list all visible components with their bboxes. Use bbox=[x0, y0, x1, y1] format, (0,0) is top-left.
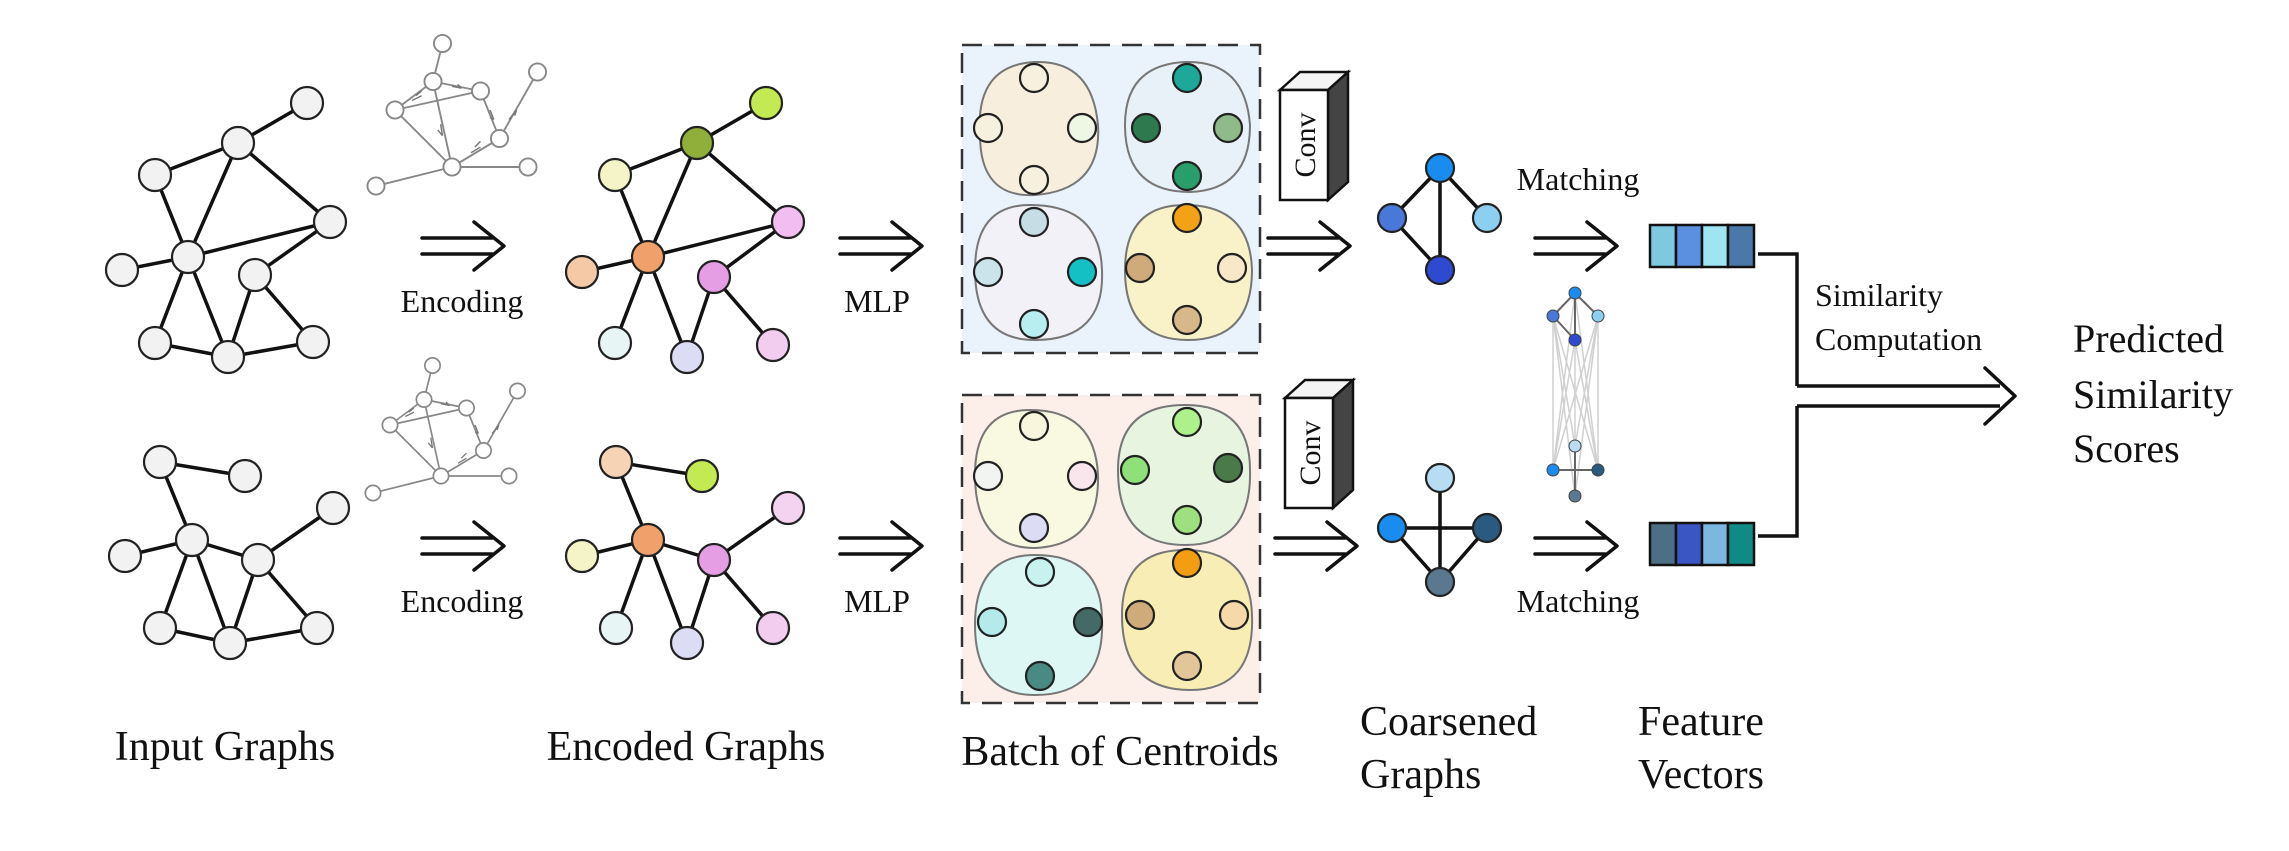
encoding-label-top: Encoding bbox=[401, 283, 524, 319]
centroid-panel-top bbox=[960, 43, 1262, 355]
feature-vector-bottom bbox=[1648, 521, 1756, 567]
graph-node bbox=[289, 85, 325, 121]
encoding-arrow-bottom bbox=[420, 520, 506, 572]
mlp-label-bottom: MLP bbox=[844, 583, 910, 619]
similarity-computation-label-1: Similarity bbox=[1815, 277, 1943, 313]
batch-of-centroids-label: Batch of Centroids bbox=[961, 729, 1278, 775]
conv-block-bottom: Conv bbox=[1281, 377, 1357, 511]
conv-arrow-top bbox=[1266, 220, 1352, 272]
matching-bipartite-illustration bbox=[1546, 286, 1605, 503]
encoding-mini-graph-bottom bbox=[364, 357, 527, 502]
encoded-node bbox=[755, 327, 791, 363]
predicted-label-2: Similarity bbox=[2073, 372, 2233, 417]
encoded-node bbox=[684, 458, 720, 494]
encoded-node bbox=[564, 254, 600, 290]
encoded-node bbox=[755, 610, 791, 646]
encoded-node bbox=[598, 610, 634, 646]
mlp-arrow-bottom bbox=[838, 520, 924, 572]
graph-node bbox=[107, 538, 143, 574]
graph-node bbox=[137, 157, 173, 193]
predicted-label-1: Predicted bbox=[2073, 316, 2224, 361]
predicted-label-3: Scores bbox=[2073, 426, 2180, 471]
encoding-arrow-top bbox=[420, 220, 506, 272]
encoded-node bbox=[630, 522, 666, 558]
feature-vectors-label-2: Vectors bbox=[1638, 752, 1764, 798]
encoded-graph-top bbox=[564, 85, 806, 375]
encoding-mini-graph-top bbox=[366, 33, 547, 196]
graph-node bbox=[174, 522, 210, 558]
coarsened-graph-bottom bbox=[1376, 462, 1503, 598]
encoded-node bbox=[597, 157, 633, 193]
graph-node bbox=[142, 610, 178, 646]
coarsened-graphs-label-2: Graphs bbox=[1360, 752, 1481, 798]
feature-vectors-label-1: Feature bbox=[1638, 699, 1764, 745]
graph-node bbox=[104, 252, 140, 288]
graph-node bbox=[220, 125, 256, 161]
matching-label-top: Matching bbox=[1517, 161, 1640, 197]
similarity-computation-label-2: Computation bbox=[1815, 321, 1982, 357]
graph-node bbox=[142, 444, 178, 480]
encoded-node bbox=[630, 239, 666, 275]
encoded-node bbox=[597, 325, 633, 361]
conv-block-top: Conv bbox=[1276, 69, 1352, 203]
conv-arrow-bottom bbox=[1273, 520, 1359, 572]
feature-vector-cell bbox=[1674, 223, 1704, 269]
encoded-node bbox=[696, 542, 732, 578]
input-graphs-label: Input Graphs bbox=[115, 724, 335, 770]
graph-node bbox=[227, 458, 263, 494]
encoding-label-bottom: Encoding bbox=[401, 583, 524, 619]
graph-node bbox=[295, 324, 331, 360]
encoded-node bbox=[598, 444, 634, 480]
feature-vector-cell bbox=[1648, 521, 1678, 567]
feature-vector-cell bbox=[1726, 521, 1756, 567]
encoded-node bbox=[564, 538, 600, 574]
matching-arrow-bottom bbox=[1533, 520, 1619, 572]
input-graph-top bbox=[104, 85, 348, 375]
graph-node bbox=[137, 325, 173, 361]
graph-node bbox=[170, 239, 206, 275]
coarsened-graph-top bbox=[1376, 152, 1503, 286]
feature-vector-cell bbox=[1648, 223, 1678, 269]
encoded-node bbox=[679, 125, 715, 161]
feature-vector-cell bbox=[1700, 223, 1730, 269]
graph-node bbox=[299, 610, 335, 646]
encoded-node bbox=[770, 490, 806, 526]
encoded-node bbox=[669, 339, 705, 375]
similarity-bracket bbox=[1758, 252, 2017, 538]
encoded-node bbox=[669, 625, 705, 661]
encoded-node bbox=[748, 85, 784, 121]
input-graph-bottom bbox=[107, 444, 351, 661]
graph-node bbox=[237, 257, 273, 293]
graph-node bbox=[240, 542, 276, 578]
coarsened-graphs-label-1: Coarsened bbox=[1360, 699, 1537, 745]
encoded-node bbox=[770, 204, 806, 240]
conv-label-top: Conv bbox=[1289, 112, 1322, 177]
centroid-panel-bottom bbox=[960, 393, 1262, 705]
graph-node bbox=[315, 490, 351, 526]
encoded-graphs-label: Encoded Graphs bbox=[547, 724, 826, 770]
mlp-arrow-top bbox=[838, 220, 924, 272]
feature-vector-cell bbox=[1700, 521, 1730, 567]
encoded-node bbox=[696, 259, 732, 295]
feature-vector-top bbox=[1648, 223, 1756, 269]
graph-node bbox=[312, 204, 348, 240]
conv-label-bottom: Conv bbox=[1294, 420, 1327, 485]
graph-node bbox=[210, 339, 246, 375]
encoded-graph-bottom bbox=[564, 444, 806, 661]
mlp-label-top: MLP bbox=[844, 283, 910, 319]
matching-label-bottom: Matching bbox=[1517, 583, 1640, 619]
matching-arrow-top bbox=[1533, 220, 1619, 272]
feature-vector-cell bbox=[1726, 223, 1756, 269]
feature-vector-cell bbox=[1674, 521, 1704, 567]
graph-node bbox=[212, 625, 248, 661]
